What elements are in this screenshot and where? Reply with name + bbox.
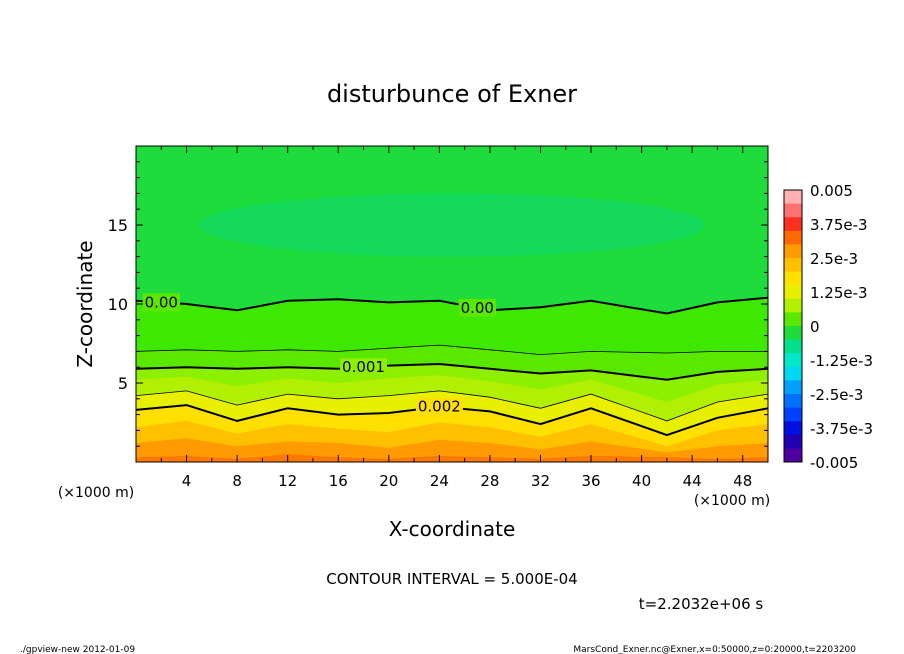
colorbar-cell [784, 244, 802, 259]
colorbar-cell [784, 434, 802, 449]
colorbar-tick-label: 3.75e-3 [810, 216, 868, 234]
x-axis-unit: (×1000 m) [694, 493, 770, 509]
colorbar-tick-label: 1.25e-3 [810, 284, 868, 302]
x-tick-label: 28 [480, 472, 499, 490]
colorbar-cell [784, 190, 802, 205]
x-tick-label: 24 [430, 472, 449, 490]
contour-interval: CONTOUR INTERVAL = 5.000E-04 [326, 570, 577, 588]
colorbar-cell [784, 394, 802, 409]
x-tick-label: 44 [683, 472, 702, 490]
x-tick-label: 16 [329, 472, 348, 490]
field-shading [136, 146, 768, 462]
footer-right: MarsCond_Exner.nc@Exner,x=0:50000,z=0:20… [573, 645, 856, 654]
contour-label-bg [340, 358, 387, 377]
colorbar-cell [784, 271, 802, 286]
contour-line [135, 390, 769, 422]
colorbar-cell [784, 298, 802, 313]
contour-label-bg [415, 397, 463, 416]
colorbar-cell [784, 258, 802, 273]
contour-line [135, 362, 769, 381]
contour-label-bg [142, 293, 180, 312]
y-axis-unit: (×1000 m) [58, 485, 134, 501]
colorbar-cell [784, 421, 802, 436]
colorbar-tick-label: 2.5e-3 [810, 250, 858, 268]
colorbar-cell [784, 407, 802, 422]
x-axis-label: X-coordinate [389, 517, 516, 541]
colorbar-ticks: 0.005 3.75e-3 2.5e-3 1.25e-3 0 -1.25e-3 -2.5e-… [810, 182, 873, 472]
colorbar: 0.005 3.75e-3 2.5e-3 1.25e-3 0 -1.25e-3 -2.5e-… [783, 182, 873, 472]
chart-title: disturbunce of Exner [327, 80, 577, 108]
colorbar-cell [784, 353, 802, 368]
x-tick-label: 48 [733, 472, 752, 490]
footer-left: ./gpview-new 2012-01-09 [20, 645, 135, 654]
contour-label: 0.002 [418, 398, 461, 416]
colorbar-cell [784, 217, 802, 232]
colorbar-cells [784, 190, 802, 463]
x-tick-label: 4 [182, 472, 192, 490]
colorbar-tick-label: -3.75e-3 [810, 420, 873, 438]
contour-lines: 0.00 0.00 0.001 0.002 [135, 293, 769, 437]
x-tick-label: 12 [278, 472, 297, 490]
colorbar-cell [784, 312, 802, 327]
y-tick-label: 10 [108, 295, 128, 314]
contour-label: 0.001 [342, 358, 385, 376]
field-band [136, 454, 768, 462]
colorbar-tick-label: 0.005 [810, 182, 853, 200]
colorbar-cell [784, 380, 802, 395]
contour-line [135, 344, 768, 356]
x-tick-label: 40 [632, 472, 651, 490]
colorbar-cell [784, 230, 802, 245]
x-ticks: 4 8 12 16 20 24 28 32 36 40 44 48 [160, 146, 752, 490]
y-tick-label: 5 [118, 374, 128, 393]
colorbar-tick-label: -1.25e-3 [810, 352, 873, 370]
colorbar-cell [784, 285, 802, 300]
colorbar-cell [784, 339, 802, 354]
y-tick-label: 15 [108, 216, 128, 235]
colorbar-frame [783, 189, 803, 463]
y-axis-label: Z-coordinate [73, 240, 97, 367]
x-tick-label: 8 [232, 472, 242, 490]
contour-label-bg [458, 298, 496, 317]
colorbar-cell [784, 326, 802, 341]
contour-label: 0.00 [461, 299, 494, 317]
x-tick-label: 32 [531, 472, 550, 490]
contour-label: 0.00 [145, 293, 178, 311]
colorbar-tick-label: 0 [810, 318, 820, 336]
time-stamp: t=2.2032e+06 s [639, 595, 764, 613]
field-light-region [199, 193, 705, 257]
x-tick-label: 20 [379, 472, 398, 490]
colorbar-tick-label: -0.005 [810, 454, 858, 472]
contour-line [135, 296, 769, 315]
colorbar-cell [784, 448, 802, 463]
x-tick-label: 36 [581, 472, 600, 490]
colorbar-tick-label: -2.5e-3 [810, 386, 863, 404]
y-ticks: 5 10 15 [108, 161, 768, 447]
colorbar-cell [784, 366, 802, 381]
colorbar-cell [784, 203, 802, 218]
